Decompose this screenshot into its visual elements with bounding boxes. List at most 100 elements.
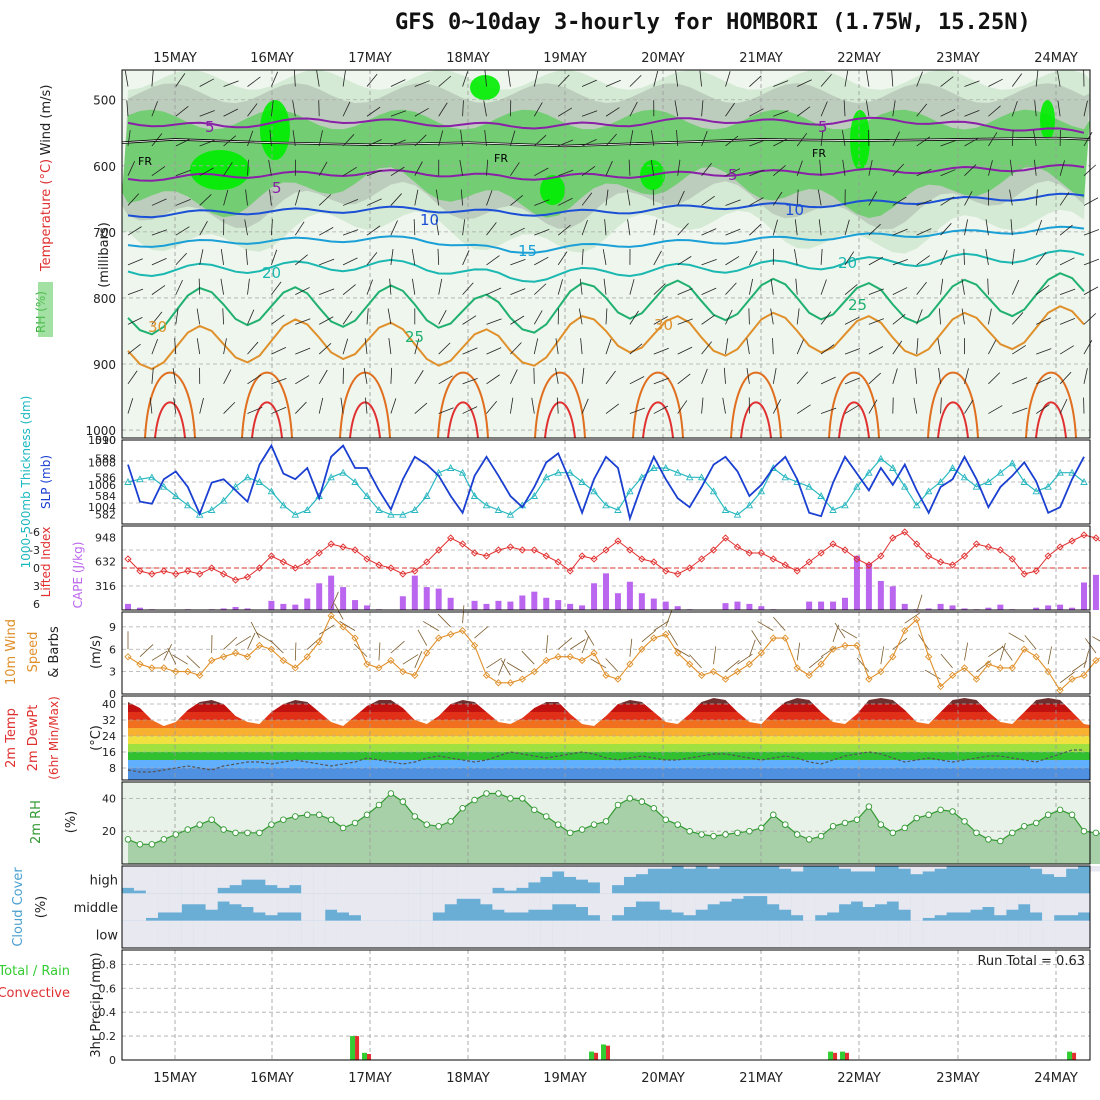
wind-barb: [653, 316, 668, 325]
x-tick-label-bottom: 24MAY: [1034, 1071, 1078, 1086]
cloud-level-label: low: [96, 928, 119, 943]
cape-bar: [543, 597, 550, 610]
lifted-marker: [793, 567, 801, 575]
temp-band: [128, 744, 1090, 752]
wind-barb-10m: [151, 650, 168, 661]
cloud-cell: [181, 893, 194, 905]
lifted-marker: [853, 555, 861, 563]
cloud-cell: [898, 866, 911, 869]
wind-barb: [701, 287, 717, 295]
wind-barb: [462, 406, 478, 414]
thickness-marker: [984, 478, 993, 485]
cloud-cell: [408, 866, 421, 894]
wind-barb: [319, 227, 334, 236]
rh2m-marker: [985, 836, 992, 843]
wind-barb: [486, 400, 497, 414]
wind-barb: [868, 256, 884, 266]
isotherm-line: [127, 249, 1085, 283]
wind-barb-10m: [402, 654, 419, 665]
wind-barb: [510, 130, 516, 147]
wind-barb: [316, 70, 320, 87]
isotherm-arc-40: [1035, 401, 1067, 439]
wind-speed-marker: [506, 679, 515, 687]
wind-speed-marker: [243, 653, 252, 661]
isotherm-arc-40: [838, 401, 870, 439]
wind-barb: [1010, 219, 1013, 236]
lifted-marker: [160, 567, 168, 575]
wind-barb: [414, 134, 427, 147]
wind-barb: [892, 314, 906, 325]
wind-barb-10m: [757, 621, 774, 631]
cloud-cell: [456, 866, 469, 894]
wind-barb-10m: [773, 616, 786, 631]
thickness-marker: [542, 473, 551, 481]
wind-barb: [629, 376, 645, 385]
wind-barb: [127, 258, 143, 266]
contour-label: 15: [518, 242, 537, 260]
wind-barb: [486, 190, 493, 206]
y-tick-label: 0: [109, 1054, 116, 1067]
cloud-cell: [1030, 920, 1043, 948]
wind-barb: [844, 377, 860, 385]
y-tick-label: 600: [93, 160, 116, 174]
cloud-cell: [265, 866, 278, 886]
thickness-marker: [207, 506, 216, 513]
cloud-cell: [1006, 893, 1019, 910]
wind-barb: [773, 110, 789, 117]
wind-speed-marker: [482, 671, 491, 680]
wind-barb: [581, 110, 598, 117]
wind-barb: [795, 278, 798, 295]
thickness-marker: [900, 482, 909, 490]
thickness-marker: [160, 482, 168, 490]
wind-barb-10m: [1008, 632, 1025, 643]
precip-conv-bar: [606, 1045, 610, 1060]
cloud-cell: [289, 893, 302, 913]
lifted-marker: [303, 558, 311, 566]
wind-barb: [318, 130, 323, 147]
wind-barb: [676, 129, 679, 147]
lifted-marker: [1008, 555, 1016, 563]
wind-barb: [366, 279, 373, 295]
cloud-cell: [850, 920, 864, 948]
thickness-marker: [411, 506, 419, 513]
thickness-marker: [303, 506, 312, 513]
wind-barb-10m: [250, 621, 260, 639]
wind-speed-marker: [674, 649, 682, 657]
wind-barb: [558, 169, 574, 177]
wind-speed-marker: [793, 664, 801, 672]
lifted-marker: [1020, 570, 1028, 578]
rh-shading: [122, 109, 1090, 218]
wind-barb: [414, 189, 419, 206]
wind-barb: [818, 219, 822, 236]
cloud-cell: [922, 920, 935, 948]
wind-barb: [725, 71, 731, 87]
cloud-cell: [145, 920, 158, 948]
wind-barb: [271, 219, 273, 236]
temp-band: [128, 752, 1090, 760]
cloud-cell: [838, 893, 852, 905]
wind-barb-10m: [423, 621, 439, 631]
wind-barb-10m: [1092, 636, 1100, 642]
wind-barb: [677, 346, 693, 355]
wind-barb: [364, 338, 368, 355]
wind-barb: [629, 101, 638, 117]
wind-barb: [172, 367, 177, 384]
wind-speed-marker: [590, 649, 598, 657]
wind-barb: [820, 248, 823, 265]
wind-barb: [318, 369, 328, 385]
wind-barb: [222, 308, 224, 325]
wind-barb: [749, 197, 764, 206]
wind-barb: [342, 101, 351, 117]
cloud-cell: [946, 920, 959, 948]
wind-speed-marker: [279, 656, 287, 665]
rh2m-marker: [339, 824, 347, 832]
cloud-cell: [803, 920, 816, 948]
wind-barb: [414, 370, 424, 385]
cloud-cell: [623, 893, 636, 907]
wind-barb: [1059, 317, 1076, 325]
wind-speed-marker: [901, 626, 909, 635]
x-tick-label-bottom: 18MAY: [446, 1071, 490, 1086]
thickness-marker: [865, 468, 873, 476]
wind-barb: [868, 159, 873, 176]
wind-barb: [175, 226, 190, 236]
